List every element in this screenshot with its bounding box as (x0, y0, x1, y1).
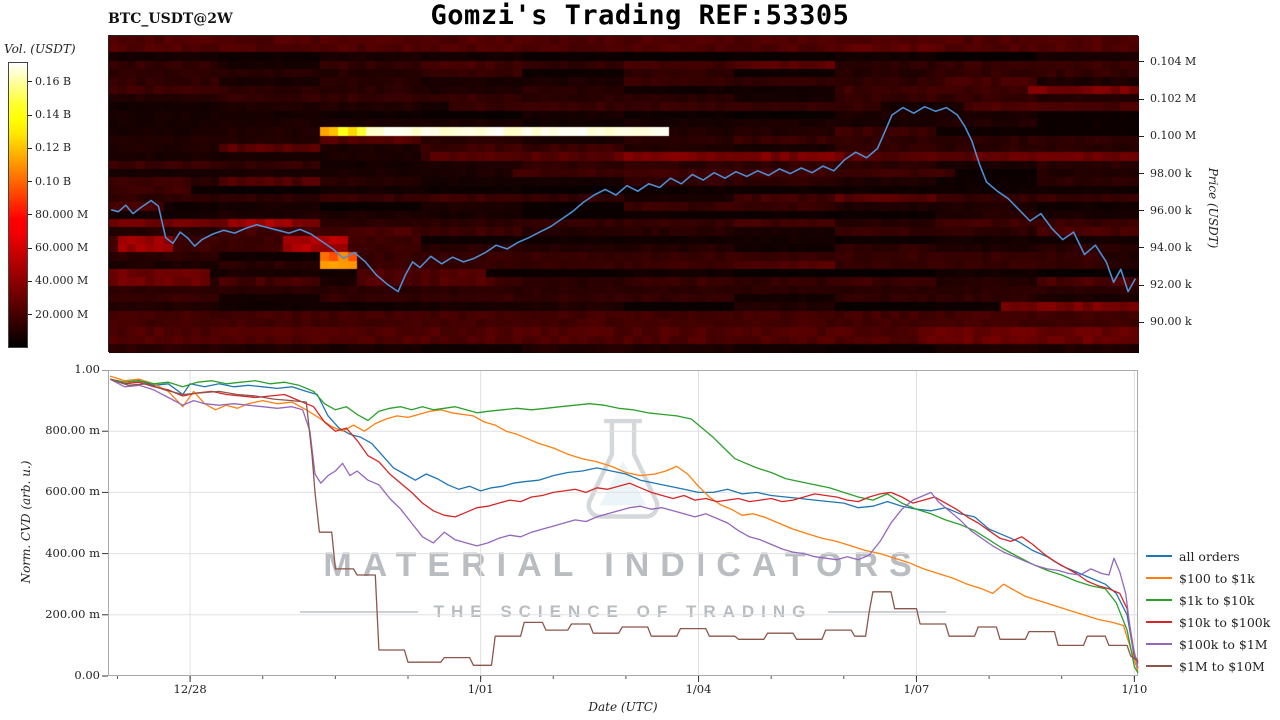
price-tick-label: 98.00 k (1150, 166, 1192, 180)
cvd-x-tick-label: 12/28 (173, 682, 207, 696)
cvd-y-tick-label: 1.00 (74, 362, 100, 376)
price-tick-label: 92.00 k (1150, 278, 1192, 292)
price-tick-mark (1139, 284, 1144, 286)
price-tick-label: 90.00 k (1150, 315, 1192, 329)
price-tick-mark (1139, 173, 1144, 174)
colorbar-tick-label: 20.000 M (35, 307, 89, 321)
page-title: Gomzi's Trading REF:53305 (430, 0, 850, 31)
legend-item: $100k to $1M (1146, 633, 1270, 655)
symbol-label: BTC_USDT@2W (108, 11, 233, 27)
legend: all orders $100 to $1k $1k to $10k $10k to … (1146, 545, 1270, 677)
colorbar-tick-mark (28, 247, 32, 249)
colorbar-tick-mark (28, 81, 32, 83)
date-axis-title: Date (UTC) (588, 700, 658, 714)
colorbar-tick-label: 0.16 B (35, 74, 72, 88)
cvd-y-tick-label: 800.00 m (45, 423, 100, 438)
legend-label: $10k to $100k (1179, 614, 1271, 630)
legend-label: $100k to $1M (1179, 636, 1268, 652)
series-all-orders (110, 378, 1139, 665)
cvd-x-tick-label: 1/04 (685, 682, 712, 696)
legend-swatch (1146, 577, 1172, 579)
cvd-y-tick-label: 200.00 m (45, 606, 100, 621)
plot-frame (108, 370, 1138, 676)
legend-swatch (1146, 643, 1172, 645)
price-tick-label: 0.104 M (1150, 54, 1197, 68)
series-100-to-1k (110, 375, 1139, 672)
legend-swatch (1146, 555, 1172, 557)
price-tick-mark (1139, 61, 1144, 63)
legend-label: $100 to $1k (1179, 570, 1255, 586)
legend-label: $1k to $10k (1179, 592, 1255, 608)
price-tick-label: 96.00 k (1150, 203, 1192, 217)
cvd-x-tick-label: 1/10 (1121, 682, 1148, 696)
series-100k-to-1m (109, 378, 1139, 669)
legend-item: $1k to $10k (1146, 589, 1270, 611)
price-tick-mark (1139, 98, 1144, 100)
colorbar-tick-mark (28, 280, 32, 282)
series-1k-to-10k (110, 378, 1139, 674)
cvd-y-tick-label: 600.00 m (45, 484, 100, 499)
legend-swatch (1146, 665, 1172, 667)
legend-swatch (1146, 599, 1172, 601)
price-volume-heatmap (108, 35, 1139, 353)
colorbar-tick-mark (28, 314, 32, 316)
cvd-y-tick-label: 0.00 (74, 668, 100, 682)
colorbar-tick-mark (28, 181, 32, 183)
price-tick-label: 94.00 k (1150, 240, 1192, 254)
colorbar-tick-label: 0.12 B (35, 141, 72, 155)
legend-swatch (1146, 621, 1172, 623)
cvd-chart (102, 370, 1139, 682)
cvd-y-tick-label: 400.00 m (45, 545, 100, 560)
colorbar-tick-mark (28, 114, 32, 116)
colorbar-tick-label: 0.10 B (35, 174, 72, 188)
price-tick-mark (1139, 321, 1144, 323)
legend-item: all orders (1146, 545, 1270, 567)
price-tick-label: 0.102 M (1150, 92, 1197, 106)
cvd-x-tick-label: 1/01 (467, 682, 494, 696)
colorbar-tick-label: 60.000 M (35, 241, 89, 255)
colorbar-tick-mark (28, 214, 32, 216)
series-10k-to-100k (110, 378, 1139, 663)
price-tick-label: 0.100 M (1150, 129, 1197, 143)
legend-item: $10k to $100k (1146, 611, 1270, 633)
colorbar-tick-label: 40.000 M (35, 274, 89, 288)
series-1m-to-10m (109, 378, 1139, 666)
heatmap-canvas (109, 36, 1139, 353)
colorbar-tick-label: 80.000 M (35, 207, 89, 221)
price-tick-mark (1139, 210, 1144, 212)
legend-label: all orders (1179, 548, 1240, 564)
price-tick-mark (1139, 247, 1144, 249)
colorbar-tick-mark (28, 147, 32, 149)
legend-item: $100 to $1k (1146, 567, 1270, 589)
price-tick-mark (1139, 135, 1144, 137)
cvd-x-tick-label: 1/07 (903, 682, 930, 696)
legend-label: $1M to $10M (1179, 658, 1265, 674)
legend-item: $1M to $10M (1146, 655, 1270, 677)
colorbar-tick-label: 0.14 B (35, 108, 72, 122)
volume-colorbar (8, 62, 28, 348)
colorbar-title: Vol. (USDT) (4, 42, 76, 56)
